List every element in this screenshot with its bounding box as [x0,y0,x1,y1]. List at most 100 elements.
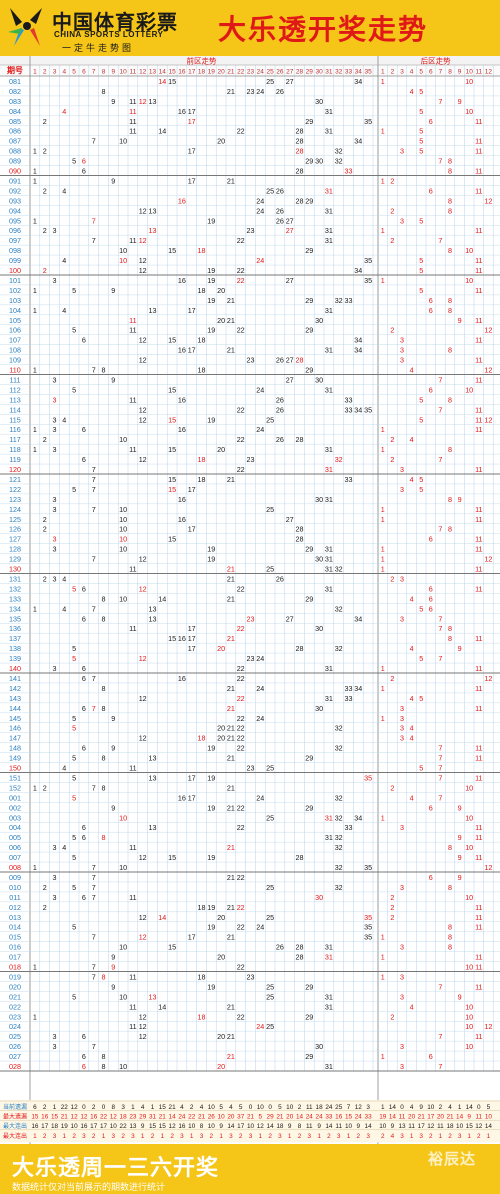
front-ball: 18 [198,1012,206,1021]
front-ball: 17 [188,147,196,156]
front-ball: 7 [92,873,96,882]
back-ball: 6 [429,1052,433,1061]
front-ball: 22 [237,664,245,673]
front-ball: 17 [188,773,196,782]
back-ball: 8 [448,634,452,643]
stats-front-value: 10 [286,1104,294,1111]
front-ball: 6 [82,664,86,673]
front-ball: 35 [364,773,372,782]
issue-number: 010 [9,883,21,892]
back-ball: 8 [448,445,452,454]
stats-front-value: 21 [276,1114,284,1121]
back-ball: 1 [381,684,385,693]
front-ball: 27 [286,216,294,225]
front-ball: 32 [335,455,343,464]
stats-front-value: 3 [229,1133,233,1140]
back-ball: 1 [381,176,385,185]
front-ball: 9 [111,803,115,812]
front-ball: 15 [168,475,176,484]
front-ball: 16 [178,107,186,116]
back-ball: 3 [400,346,404,355]
stats-back-value: 2 [381,1133,385,1140]
front-ball: 1 [33,863,37,872]
front-ball: 29 [305,803,313,812]
back-ball: 4 [410,793,414,802]
back-ball: 1 [381,127,385,136]
stats-front-value: 21 [247,1114,255,1121]
front-col-header: 21 [227,69,235,76]
back-ball: 11 [475,465,482,474]
front-ball: 30 [315,375,323,384]
footer: 大乐透周一三六开奖 数据统计仅对当前展示的期数进行统计 裕辰达 [0,1144,500,1194]
back-ball: 10 [465,1002,473,1011]
back-ball: 2 [390,893,394,902]
stats-back-value: 5 [487,1104,491,1111]
issue-number: 100 [9,266,21,275]
front-ball: 5 [72,724,76,733]
front-ball: 21 [227,1032,235,1041]
stats-front-value: 8 [200,1123,204,1130]
stats-front-value: 15 [149,1123,157,1130]
stats-back-value: 10 [456,1123,464,1130]
stats-front-value: 3 [278,1133,282,1140]
front-ball: 27 [286,356,294,365]
front-ball: 18 [198,455,206,464]
stats-front-value: 24 [178,1114,186,1121]
stats-front-value: 1 [259,1133,263,1140]
front-ball: 18 [198,734,206,743]
front-ball: 2 [43,574,47,583]
back-ball: 11 [475,982,482,991]
stats-back-value: 2 [439,1104,443,1111]
front-ball: 19 [207,276,215,285]
front-ball: 18 [198,246,206,255]
stats-back-value: 10 [485,1114,493,1121]
front-ball: 7 [92,863,96,872]
front-col-header: 8 [102,69,106,76]
front-ball: 18 [198,286,206,295]
stats-label: 当前遗漏 [3,1103,27,1111]
front-ball: 4 [62,107,66,116]
stats-front-value: 23 [129,1114,137,1121]
back-ball: 3 [400,724,404,733]
stats-front-value: 14 [169,1114,177,1121]
front-ball: 12 [139,256,147,265]
front-ball: 19 [207,545,215,554]
front-ball: 8 [102,972,106,981]
issue-number: 104 [9,306,21,315]
stats-back-value: 11 [399,1114,406,1121]
back-ball: 7 [438,773,442,782]
front-ball: 34 [354,684,362,693]
back-ball: 11 [475,953,482,962]
issue-number: 134 [9,604,21,613]
back-ball: 11 [475,903,482,912]
front-ball: 4 [62,843,66,852]
front-ball: 13 [149,604,157,613]
front-col-header: 3 [53,69,57,76]
front-ball: 7 [92,963,96,972]
front-ball: 7 [92,505,96,514]
back-ball: 8 [448,525,452,534]
stats-front-value: 10 [110,1123,118,1130]
front-ball: 21 [227,724,235,733]
front-ball: 15 [168,246,176,255]
issue-number: 111 [10,375,21,384]
stats-front-value: 24 [316,1114,324,1121]
back-ball: 12 [484,415,492,424]
stats-back-value: 10 [427,1104,435,1111]
front-ball: 15 [168,77,176,86]
front-ball: 14 [158,913,166,922]
front-ball: 21 [227,1052,235,1061]
issue-number: 005 [9,833,21,842]
front-ball: 34 [354,346,362,355]
stats-front-value: 13 [129,1123,137,1130]
front-ball: 25 [266,992,274,1001]
issue-number: 145 [9,714,21,723]
front-ball: 22 [237,405,245,414]
front-ball: 7 [92,1042,96,1051]
back-ball: 11 [475,684,482,693]
front-ball: 31 [325,694,333,703]
back-ball: 1 [381,445,385,454]
front-ball: 21 [227,1002,235,1011]
front-ball: 7 [92,883,96,892]
stats-front-value: 10 [247,1123,255,1130]
